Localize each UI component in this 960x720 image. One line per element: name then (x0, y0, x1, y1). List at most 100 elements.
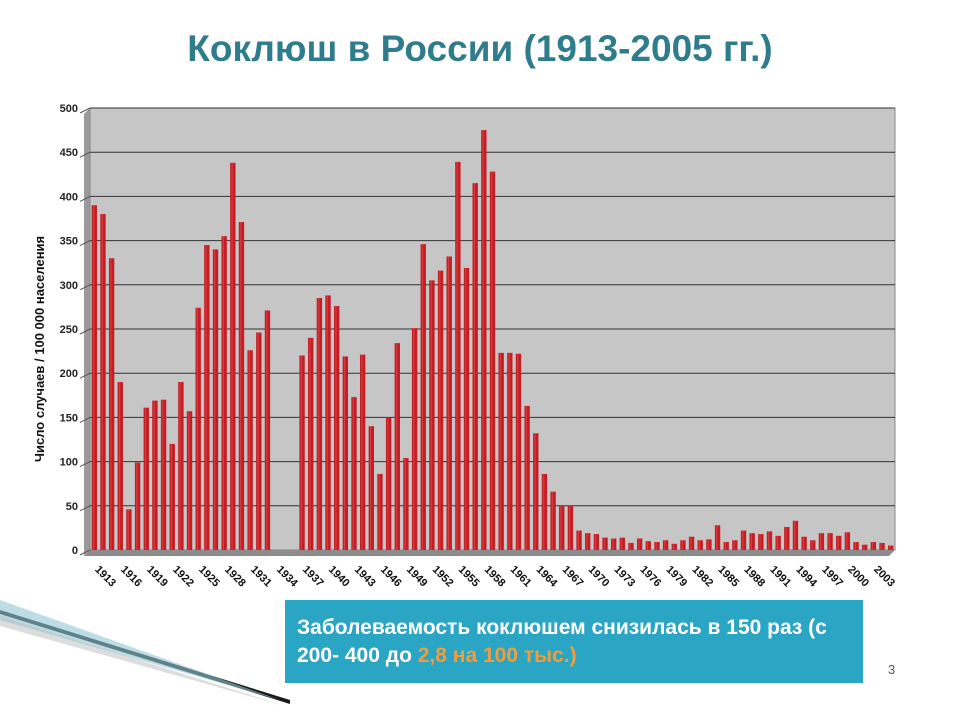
bar-highlight (534, 433, 536, 550)
bar (178, 382, 184, 550)
bar-highlight (724, 542, 727, 550)
bar-highlight (222, 236, 225, 550)
bar-highlight (681, 540, 683, 550)
y-axis-label: Число случаев / 100 000 населения (32, 236, 47, 462)
bar (489, 171, 496, 550)
bar (602, 537, 608, 550)
bar (230, 162, 236, 551)
y-tick-mark (79, 240, 91, 247)
bar (195, 307, 201, 550)
bar-highlight (231, 162, 233, 551)
x-tick-label: 1973 (612, 564, 638, 590)
bar (169, 443, 175, 550)
slide-number: 3 (888, 662, 896, 677)
x-tick-label: 1952 (430, 564, 456, 590)
bar-highlight (118, 382, 121, 550)
bar-highlight (482, 130, 484, 550)
bar-highlight (560, 505, 562, 550)
bar-highlight (820, 533, 822, 550)
bar-highlight (240, 222, 242, 550)
bar (515, 353, 522, 550)
x-tick-label: 1970 (586, 564, 612, 590)
bar-highlight (828, 533, 830, 550)
y-tick-label: 350 (60, 236, 78, 248)
bar (784, 527, 790, 550)
bar-highlight (318, 298, 320, 550)
x-tick-label: 1991 (767, 564, 793, 590)
bar (126, 509, 132, 550)
bar (680, 540, 686, 550)
bar (394, 343, 400, 550)
y-tick-mark (79, 416, 91, 423)
bar (247, 350, 253, 550)
bar-highlight (768, 531, 770, 550)
bar-highlight (638, 538, 640, 550)
bar (212, 249, 219, 550)
bar (429, 280, 435, 550)
bar (143, 407, 149, 550)
bar (108, 258, 115, 550)
x-tick-label: 1976 (638, 564, 664, 590)
bar (334, 306, 340, 550)
bar (645, 541, 651, 550)
bar-highlight (785, 527, 787, 550)
bar (541, 473, 548, 550)
bar (91, 205, 98, 551)
bar (377, 473, 383, 550)
bar (186, 411, 193, 550)
bar (481, 130, 487, 550)
decor-swoosh-light (0, 600, 280, 700)
bar (368, 426, 375, 550)
bar-highlight (733, 540, 735, 550)
bar-highlight (447, 256, 450, 550)
slide-title: Коклюш в России (1913-2005 гг.) (187, 28, 773, 69)
bar (706, 539, 712, 550)
y-tick-label: 0 (72, 545, 78, 557)
bar (385, 417, 392, 550)
summary-text: Заболеваемость коклюшем снизилась в 150 … (297, 616, 827, 667)
y-tick-label: 200 (60, 368, 78, 380)
bar (221, 236, 227, 550)
bar (818, 533, 825, 550)
bar-highlight (127, 509, 129, 550)
x-tick-label: 2000 (845, 564, 871, 590)
bar (152, 400, 158, 550)
bar-highlight (846, 532, 848, 550)
bar (740, 530, 747, 550)
bar-highlight (326, 295, 328, 550)
bar-highlight (456, 161, 458, 550)
bar (688, 536, 695, 550)
bar-highlight (387, 417, 389, 550)
bar (628, 542, 634, 550)
x-tick-label: 1925 (196, 564, 222, 590)
y-tick-mark (79, 461, 91, 468)
bar (792, 520, 799, 550)
bar (117, 382, 123, 550)
bar-highlight (794, 520, 796, 550)
y-tick-mark (79, 151, 91, 158)
bar-highlight (551, 491, 553, 550)
bar-highlight (612, 538, 614, 550)
x-tick-label: 1961 (508, 564, 534, 590)
y-tick-mark (79, 328, 91, 335)
bar (359, 354, 366, 550)
bar (654, 542, 660, 550)
x-tick-label: 1982 (689, 564, 715, 590)
y-tick-label: 250 (60, 324, 78, 336)
bar (351, 397, 357, 550)
bar (299, 355, 305, 550)
bar (827, 533, 833, 550)
y-tick-label: 300 (60, 280, 78, 292)
bar-highlight (465, 268, 467, 550)
bar-highlight (499, 352, 501, 550)
x-tick-label: 1964 (534, 564, 560, 590)
bar (758, 534, 764, 550)
bar-highlight (690, 536, 692, 550)
bar-highlight (603, 537, 605, 550)
bar-highlight (586, 533, 588, 550)
summary-callout: Заболеваемость коклюшем снизилась в 150 … (285, 600, 863, 683)
bar-highlight (361, 354, 363, 550)
bar (732, 540, 738, 550)
bar-highlight (196, 307, 199, 550)
